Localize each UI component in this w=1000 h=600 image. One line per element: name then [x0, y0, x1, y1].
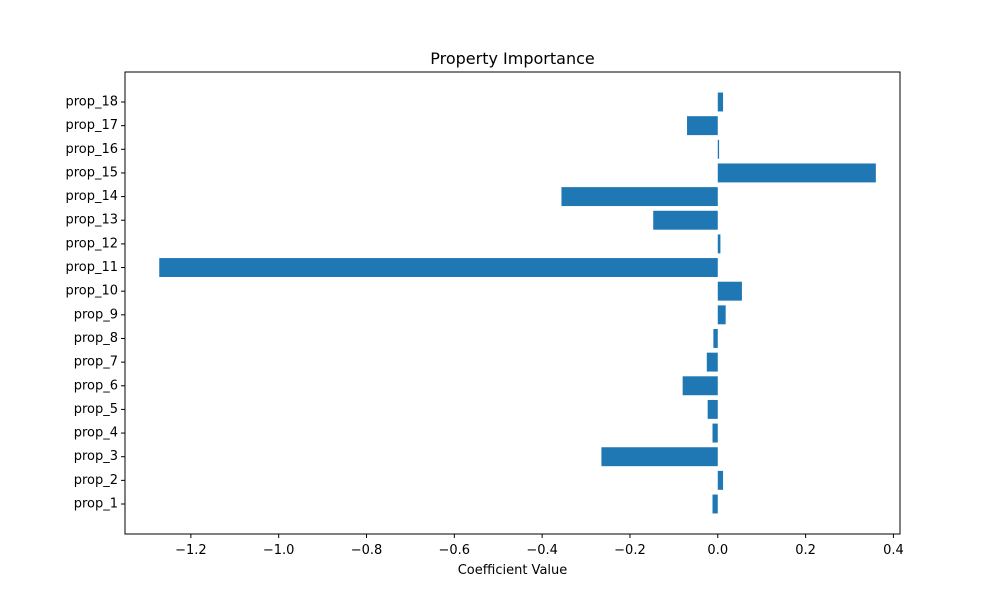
bar-prop-6 [682, 376, 718, 396]
x-tick-label: 0.4 [883, 543, 904, 558]
x-tick-label: −1.0 [263, 543, 295, 558]
bar-prop-10 [717, 281, 742, 301]
y-tick-label: prop_16 [65, 142, 118, 157]
bar-prop-18 [717, 92, 724, 112]
bar-prop-16 [717, 139, 720, 159]
y-tick-label: prop_3 [74, 449, 118, 464]
bar-prop-17 [687, 116, 718, 136]
y-axis-ticks: prop_1 prop_2 prop_3 prop_4 prop_5 prop_6 prop… [65, 95, 125, 512]
bars-group [159, 92, 876, 514]
bar-prop-5 [707, 399, 718, 419]
y-tick-label: prop_8 [74, 331, 118, 346]
y-tick-label: prop_5 [74, 402, 118, 417]
y-tick-label: prop_14 [65, 189, 118, 204]
y-tick-label: prop_2 [74, 473, 118, 488]
x-tick-label: −0.4 [526, 543, 558, 558]
plot-area-frame [124, 71, 901, 535]
y-tick-label: prop_12 [65, 236, 118, 251]
x-tick-label: −0.8 [351, 543, 383, 558]
bar-prop-12 [717, 234, 721, 254]
bar-prop-11 [159, 258, 718, 277]
bar-prop-3 [601, 447, 718, 467]
x-axis-label: Coefficient Value [458, 563, 568, 578]
x-axis-ticks: −1.2 −1.0 −0.8 −0.6 −0.4 −0.2 0.0 0.2 0.4 [175, 534, 904, 558]
y-tick-label: prop_17 [65, 118, 118, 133]
y-tick-label: prop_10 [65, 284, 118, 299]
x-tick-label: −0.6 [439, 543, 471, 558]
x-tick-label: 0.2 [795, 543, 816, 558]
bar-prop-4 [712, 423, 718, 443]
y-tick-label: prop_6 [74, 378, 118, 393]
y-tick-label: prop_4 [74, 426, 118, 441]
y-tick-label: prop_1 [74, 497, 118, 512]
bar-prop-15 [717, 163, 876, 183]
bar-prop-1 [712, 494, 718, 514]
y-tick-label: prop_7 [74, 355, 118, 370]
bar-prop-8 [713, 329, 718, 348]
bar-prop-7 [706, 352, 718, 372]
x-tick-label: −0.2 [614, 543, 646, 558]
bar-prop-14 [561, 187, 718, 207]
y-tick-label: prop_18 [65, 95, 118, 110]
x-tick-label: −1.2 [175, 543, 207, 558]
y-tick-label: prop_11 [65, 260, 118, 275]
chart-title: Property Importance [430, 49, 594, 68]
bar-prop-9 [717, 305, 726, 325]
y-tick-label: prop_15 [65, 165, 118, 180]
y-tick-label: prop_9 [74, 307, 118, 322]
x-tick-label: 0.0 [707, 543, 728, 558]
bar-prop-2 [717, 470, 724, 490]
y-tick-label: prop_13 [65, 213, 118, 228]
bar-prop-13 [653, 210, 718, 230]
